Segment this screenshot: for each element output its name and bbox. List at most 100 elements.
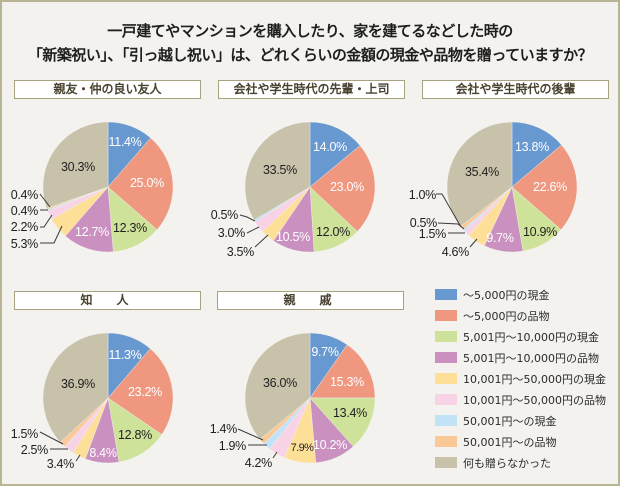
data-label: 23.0% [330,180,364,194]
legend-label: 10,001円～50,000円の品物 [463,394,606,407]
legend-label: 50,001円～の現金 [463,415,557,428]
data-label: 4.2% [245,456,272,470]
data-label: 2.5% [21,443,48,457]
legend-swatch [435,310,457,321]
leader-line [436,193,462,228]
legend-label: 5,001円～10,000円の品物 [463,352,599,365]
legend-label: 5,001円～10,000円の現金 [463,331,599,344]
data-label: 10.9% [523,225,557,239]
data-label: 0.4% [11,204,38,218]
data-label: 12.8% [118,428,152,442]
pie-chart-1: 11.4% 25.0% 12.3% 12.7% 5.3% 2.2% 0.4% 0.4% 30.3… [11,121,174,253]
legend-label: 何も贈らなかった [463,457,551,470]
pie-chart-4: 11.3% 23.2% 12.8%8.4% 3.4%2.5% 1.5% 36.9% [11,332,174,471]
data-label: 4.6% [442,245,469,259]
pie-slice-gift-under-5000 [309,344,376,399]
leader-line [239,214,256,222]
data-label: 1.4% [210,422,237,436]
pie-title-acquaintances: 知 人 [14,291,201,310]
pie-slice-gift-under-5000 [107,137,174,230]
legend-swatch [435,352,457,363]
legend-swatch [435,415,457,426]
leader-line [40,225,63,244]
data-label: 3.4% [47,457,74,471]
pie-slice-gift-under-5000 [107,348,174,435]
data-label: 3.0% [218,226,245,240]
legend-swatch [435,394,457,405]
data-label: 12.0% [316,225,350,239]
data-label: 25.0% [130,176,164,190]
pie-title-juniors: 会社や学生時代の後輩 [422,80,609,99]
pie-slice-gift-under-5000 [309,145,376,232]
data-label: 3.5% [227,245,254,259]
chart-title-line-2: 「新築祝い」、「引っ越し祝い」は、どれくらいの金額の現金や品物を贈っていますか？ [27,46,593,64]
data-label: 15.3% [330,375,364,389]
data-label: 36.0% [263,376,297,390]
legend-label: ～5,000円の現金 [463,289,550,302]
leader-line [437,222,465,230]
data-label: 8.4% [89,446,116,460]
data-label: 12.7% [75,225,109,239]
data-label: 0.4% [11,188,38,202]
legend-swatch [435,457,457,468]
leader-line [39,431,64,445]
chart-title-line-1: 一戸建てやマンションを購入したり、家を建てるなどした時の [107,22,513,40]
data-label: 1.0% [409,188,436,202]
pie-title-seniors-bosses: 会社や学生時代の先輩・上司 [218,80,405,99]
pie-chart-3: 13.8% 22.6% 10.9% 9.7% 4.6% 1.5%0.5% 1.0% 35.4% [409,121,578,259]
data-label: 1.5% [11,427,38,441]
legend-label: 10,001円～50,000円の現金 [463,373,606,386]
legend-label: ～5,000円の品物 [463,310,550,323]
leader-line [469,238,478,248]
pie-slice-nothing [244,121,311,221]
data-label: 1.5% [419,227,446,241]
pie-slice-nothing [42,121,109,209]
leader-line [75,454,81,462]
pie-title-close-friends: 親友・仲の良い友人 [14,80,201,99]
data-label: 23.2% [128,385,162,399]
pie-slice-cash-under-5000 [511,121,562,188]
leader-line [254,234,269,248]
legend-swatch [435,373,457,384]
data-label: 33.5% [263,163,297,177]
data-label: 1.9% [219,439,246,453]
leader-line [272,451,278,459]
data-label: 35.4% [465,165,499,179]
data-label: 10.2% [313,438,347,452]
pie-chart-5: 9.7% 15.3% 13.4% 10.2%7.9% 4.2% 1.9% 1.4% 36.0% [210,332,376,470]
data-label: 0.5% [211,208,238,222]
pie-slice-nothing [244,332,311,440]
legend-swatch [435,289,457,300]
pie-slice-cash-under-5000 [309,121,361,188]
pie-slice-cash-5001-10000 [309,397,376,447]
data-label: 7.9% [291,442,314,454]
data-label: 5.3% [11,237,38,251]
data-label: 11.4% [108,135,141,149]
data-label: 11.3% [108,348,141,362]
legend-swatch [435,436,457,447]
data-label: 13.4% [333,406,367,420]
leader-line [237,428,264,441]
data-label: 22.6% [533,180,567,194]
data-label: 9.7% [486,231,513,245]
pie-slice-nothing [42,332,109,443]
leader-line [246,226,260,234]
pie-title-relatives: 親 戚 [217,291,404,310]
data-label: 30.3% [61,160,95,174]
pie-chart-2: 14.0% 23.0% 12.0% 10.5% 3.5% 3.0% 0.5% 33.5% [211,121,376,259]
legend-label: 50,001円～の品物 [463,436,557,449]
data-label: 14.0% [313,140,347,154]
pie-slice-gift-under-5000 [511,144,578,230]
data-label: 0.5% [410,216,437,230]
data-label: 9.7% [311,345,338,359]
legend-swatch [435,331,457,342]
data-label: 2.2% [11,220,38,234]
data-label: 10.5% [276,230,310,244]
data-label: 36.9% [61,377,95,391]
data-label: 12.3% [113,221,147,235]
data-label: 13.8% [515,140,549,154]
leader-line [39,193,51,208]
leader-line [40,214,53,228]
